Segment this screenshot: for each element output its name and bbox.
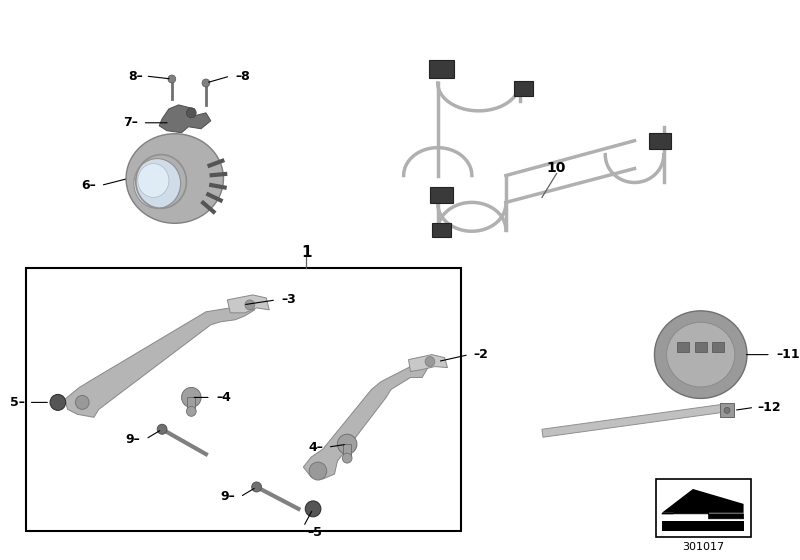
Circle shape: [50, 394, 66, 410]
FancyBboxPatch shape: [649, 133, 670, 148]
Text: –12: –12: [757, 401, 781, 414]
Circle shape: [425, 357, 435, 367]
Bar: [713, 342, 724, 352]
Bar: [662, 521, 743, 531]
Text: –4: –4: [216, 391, 231, 404]
Circle shape: [182, 388, 201, 407]
Circle shape: [186, 108, 196, 118]
Bar: [26, 268, 461, 531]
FancyBboxPatch shape: [514, 82, 533, 96]
FancyBboxPatch shape: [429, 60, 454, 78]
Circle shape: [724, 407, 730, 413]
Polygon shape: [65, 300, 254, 417]
Circle shape: [338, 434, 357, 454]
Bar: [720, 403, 734, 417]
Circle shape: [168, 75, 176, 83]
Circle shape: [309, 462, 326, 480]
Polygon shape: [409, 354, 447, 371]
Text: –8: –8: [235, 69, 250, 82]
Text: 8–: 8–: [129, 69, 143, 82]
Ellipse shape: [134, 158, 181, 208]
Text: 10: 10: [547, 161, 566, 175]
Circle shape: [342, 453, 352, 463]
Bar: [343, 444, 351, 458]
Text: 5–: 5–: [10, 396, 25, 409]
Text: 9–: 9–: [126, 433, 140, 446]
Bar: [695, 342, 706, 352]
Ellipse shape: [138, 164, 169, 198]
Polygon shape: [662, 489, 743, 513]
FancyBboxPatch shape: [430, 188, 454, 203]
Polygon shape: [662, 501, 743, 519]
Text: 1: 1: [301, 245, 311, 260]
Polygon shape: [159, 105, 211, 133]
Circle shape: [158, 424, 167, 434]
Text: 7–: 7–: [123, 116, 138, 129]
Text: 9–: 9–: [220, 491, 234, 503]
Bar: [678, 342, 689, 352]
Ellipse shape: [654, 311, 747, 398]
Text: 4–: 4–: [309, 441, 323, 454]
Bar: [187, 398, 195, 412]
Text: –11: –11: [777, 348, 800, 361]
Text: –5: –5: [307, 526, 322, 539]
Text: –2: –2: [473, 348, 488, 361]
FancyBboxPatch shape: [432, 223, 451, 237]
Text: 6–: 6–: [82, 179, 97, 192]
Ellipse shape: [666, 323, 735, 387]
Bar: [656, 479, 751, 536]
Circle shape: [202, 79, 210, 87]
Circle shape: [306, 501, 321, 517]
Circle shape: [186, 407, 196, 416]
Polygon shape: [227, 295, 270, 313]
Polygon shape: [303, 360, 428, 479]
Circle shape: [75, 395, 89, 409]
Ellipse shape: [126, 134, 223, 223]
Circle shape: [252, 482, 262, 492]
Circle shape: [245, 300, 254, 310]
Text: –3: –3: [282, 293, 296, 306]
Text: 301017: 301017: [682, 542, 725, 552]
Polygon shape: [542, 404, 723, 437]
